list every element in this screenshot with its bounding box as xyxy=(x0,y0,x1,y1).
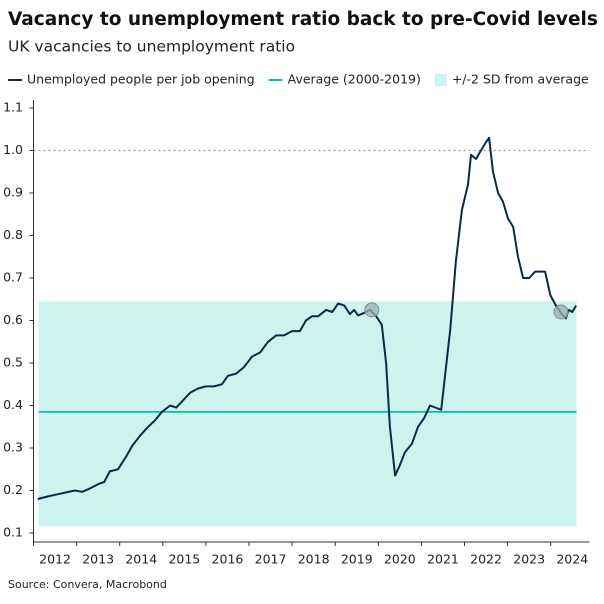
x-tick-label: 2023 xyxy=(513,552,545,567)
x-tick-label: 2018 xyxy=(298,552,330,567)
chart-subtitle: UK vacancies to unemployment ratio xyxy=(8,38,295,56)
legend-label: +/-2 SD from average xyxy=(452,72,589,87)
y-tick-label: 0.8 xyxy=(3,227,23,242)
data-line xyxy=(37,136,577,500)
y-tick-label: 0.3 xyxy=(3,440,23,455)
chart-title: Vacancy to unemployment ratio back to pr… xyxy=(8,9,598,30)
x-tick-label: 2016 xyxy=(212,552,244,567)
x-tick-label: 2012 xyxy=(39,552,71,567)
x-tick-label: 2013 xyxy=(82,552,114,567)
y-tick-label: 0.9 xyxy=(3,185,23,200)
x-tick-label: 2019 xyxy=(341,552,373,567)
highlight-point xyxy=(553,304,569,320)
x-tick-label: 2020 xyxy=(384,552,416,567)
y-tick-label: 1.0 xyxy=(3,142,23,157)
y-tick-label: 0.1 xyxy=(3,525,23,540)
sd-band xyxy=(38,301,577,527)
y-tick-label: 0.5 xyxy=(3,355,23,370)
x-tick-label: 2021 xyxy=(427,552,459,567)
legend-swatch xyxy=(434,74,447,86)
y-tick-label: 0.6 xyxy=(3,312,23,327)
x-tick-label: 2024 xyxy=(556,552,588,567)
legend-label: Unemployed people per job opening xyxy=(27,72,255,87)
y-tick-label: 0.2 xyxy=(3,482,23,497)
x-tick-label: 2022 xyxy=(470,552,502,567)
x-tick-label: 2014 xyxy=(125,552,157,567)
y-tick-label: 0.7 xyxy=(3,270,23,285)
highlight-point xyxy=(364,302,380,318)
y-tick-label: 0.4 xyxy=(3,397,23,412)
legend-label: Average (2000-2019) xyxy=(288,72,421,87)
source: Source: Convera, Macrobond xyxy=(8,578,167,591)
x-tick-label: 2017 xyxy=(255,552,287,567)
y-tick-label: 1.1 xyxy=(3,100,23,115)
x-tick-label: 2015 xyxy=(168,552,200,567)
